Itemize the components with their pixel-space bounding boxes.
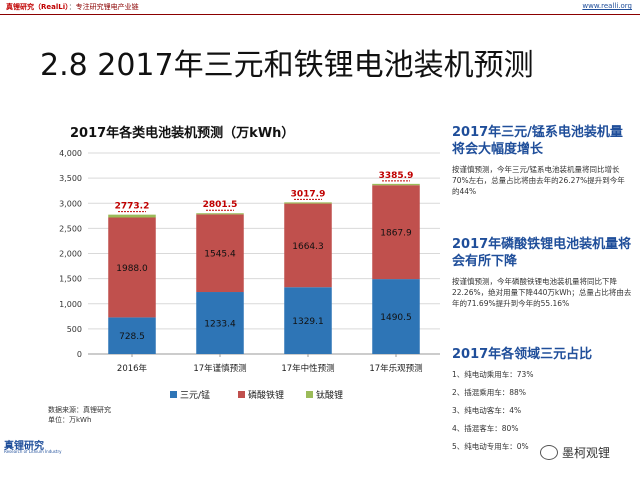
legend-label: 三元/锰: [180, 389, 210, 401]
y-tick-label: 0: [77, 350, 82, 359]
share-list-item: 5、纯电动专用车：0%: [452, 442, 529, 451]
legend-label: 磷酸铁锂: [248, 389, 284, 401]
insight-heading-share: 2017年各领域三元占比: [452, 347, 593, 362]
bar-value-label: 1545.4: [204, 250, 236, 260]
bar-value-label: 1867.9: [380, 229, 412, 239]
bar-segment: [284, 203, 332, 288]
legend-label: 钛酸锂: [316, 389, 343, 401]
bar-segment: [196, 214, 244, 293]
bar-value-label: 1988.0: [116, 264, 148, 274]
bar-value-label: 1490.5: [380, 313, 412, 323]
y-tick-label: 2,000: [59, 250, 82, 259]
insight-heading-ternary: 2017年三元/锰系电池装机量将会大幅度增长: [452, 125, 623, 157]
bar-segment: [108, 217, 156, 318]
brand-logo-subtitle: Research of Lithium Industry: [4, 449, 62, 454]
header-bar: 真锂研究（RealLi）：专注研究锂电产业链 www.realli.org: [0, 0, 640, 14]
x-tick-label: 17年中性预测: [281, 363, 334, 374]
y-tick-label: 1,000: [59, 300, 82, 309]
y-tick-label: 2,500: [59, 224, 82, 233]
bar-value-label: 1664.3: [292, 242, 324, 252]
insight-heading-lfp: 2017年磷酸铁锂电池装机量将会有所下降: [452, 237, 632, 269]
y-tick-label: 4,000: [59, 149, 82, 158]
chart-title: 2017年各类电池装机预测（万kWh）: [70, 126, 295, 141]
bar-segment: [196, 292, 244, 354]
share-list-item: 1、纯电动乘用车：73%: [452, 370, 534, 379]
footnote-unit: 单位：万kWh: [48, 416, 92, 424]
y-tick-label: 500: [67, 325, 82, 334]
insight-body-ternary: 按谨慎预测，今年三元/锰系电池装机量将同比增长70%左右，总量占比将由去年的26…: [452, 165, 625, 196]
wechat-watermark: 墨柯观锂: [540, 444, 610, 461]
x-tick-label: 17年乐观预测: [369, 363, 422, 374]
share-list-item: 3、纯电动客车：4%: [452, 406, 522, 415]
bar-total-label: 2773.2: [115, 202, 150, 212]
insight-section-ternary: 2017年三元/锰系电池装机量将会大幅度增长 按谨慎预测，今年三元/锰系电池装机…: [452, 124, 632, 197]
bar-segment: [372, 183, 420, 186]
watermark-text: 墨柯观锂: [562, 446, 611, 460]
bar-value-label: 1329.1: [292, 317, 324, 327]
brand-separator: ：: [68, 3, 76, 11]
insight-section-lfp: 2017年磷酸铁锂电池装机量将会有所下降 按谨慎预测，今年磷酸铁锂电池装机量将同…: [452, 236, 632, 309]
x-tick-label: 17年谨慎预测: [193, 363, 246, 374]
bar-segment: [284, 287, 332, 354]
y-tick-label: 3,000: [59, 199, 82, 208]
legend-swatch: [238, 391, 245, 398]
bar-total-label: 3385.9: [379, 171, 414, 181]
brand-logo: 真锂研究: [4, 441, 44, 452]
footnote-source: 数据来源：真锂研究: [48, 406, 111, 414]
share-list: 1、纯电动乘用车：73% 2、插混乘用车：88% 3、纯电动客车：4% 4、插混…: [452, 366, 632, 456]
bar-value-label: 1233.4: [204, 320, 236, 330]
header-brand-line: 真锂研究（RealLi）：专注研究锂电产业链: [6, 2, 139, 12]
insight-section-share: 2017年各领域三元占比: [452, 346, 632, 363]
bar-segment: [372, 185, 420, 280]
insight-body-lfp: 按谨慎预测，今年磷酸铁锂电池装机量将同比下降22.26%，绝对用量下降440万k…: [452, 277, 632, 308]
bar-segment: [372, 279, 420, 354]
bar-value-label: 728.5: [119, 332, 145, 342]
slide-title: 2.8 2017年三元和铁锂电池装机预测: [40, 48, 534, 83]
legend-swatch: [170, 391, 177, 398]
y-tick-label: 3,500: [59, 174, 82, 183]
wechat-icon: [540, 445, 558, 460]
bar-total-label: 2801.5: [203, 200, 238, 210]
share-list-item: 4、插混客车：80%: [452, 424, 519, 433]
bar-segment: [196, 213, 244, 215]
header-url-link[interactable]: www.realli.org: [582, 2, 632, 10]
header-divider: [0, 14, 640, 15]
bar-segment: [108, 317, 156, 354]
bar-total-label: 3017.9: [291, 189, 326, 199]
share-list-item: 2、插混乘用车：88%: [452, 388, 526, 397]
legend-swatch: [306, 391, 313, 398]
y-tick-label: 1,500: [59, 275, 82, 284]
x-tick-label: 2016年: [117, 363, 148, 374]
brand-name: 真锂研究（RealLi）: [6, 3, 69, 11]
bar-segment: [108, 214, 156, 218]
bar-segment: [284, 202, 332, 204]
brand-tagline: 专注研究锂电产业链: [75, 3, 139, 11]
